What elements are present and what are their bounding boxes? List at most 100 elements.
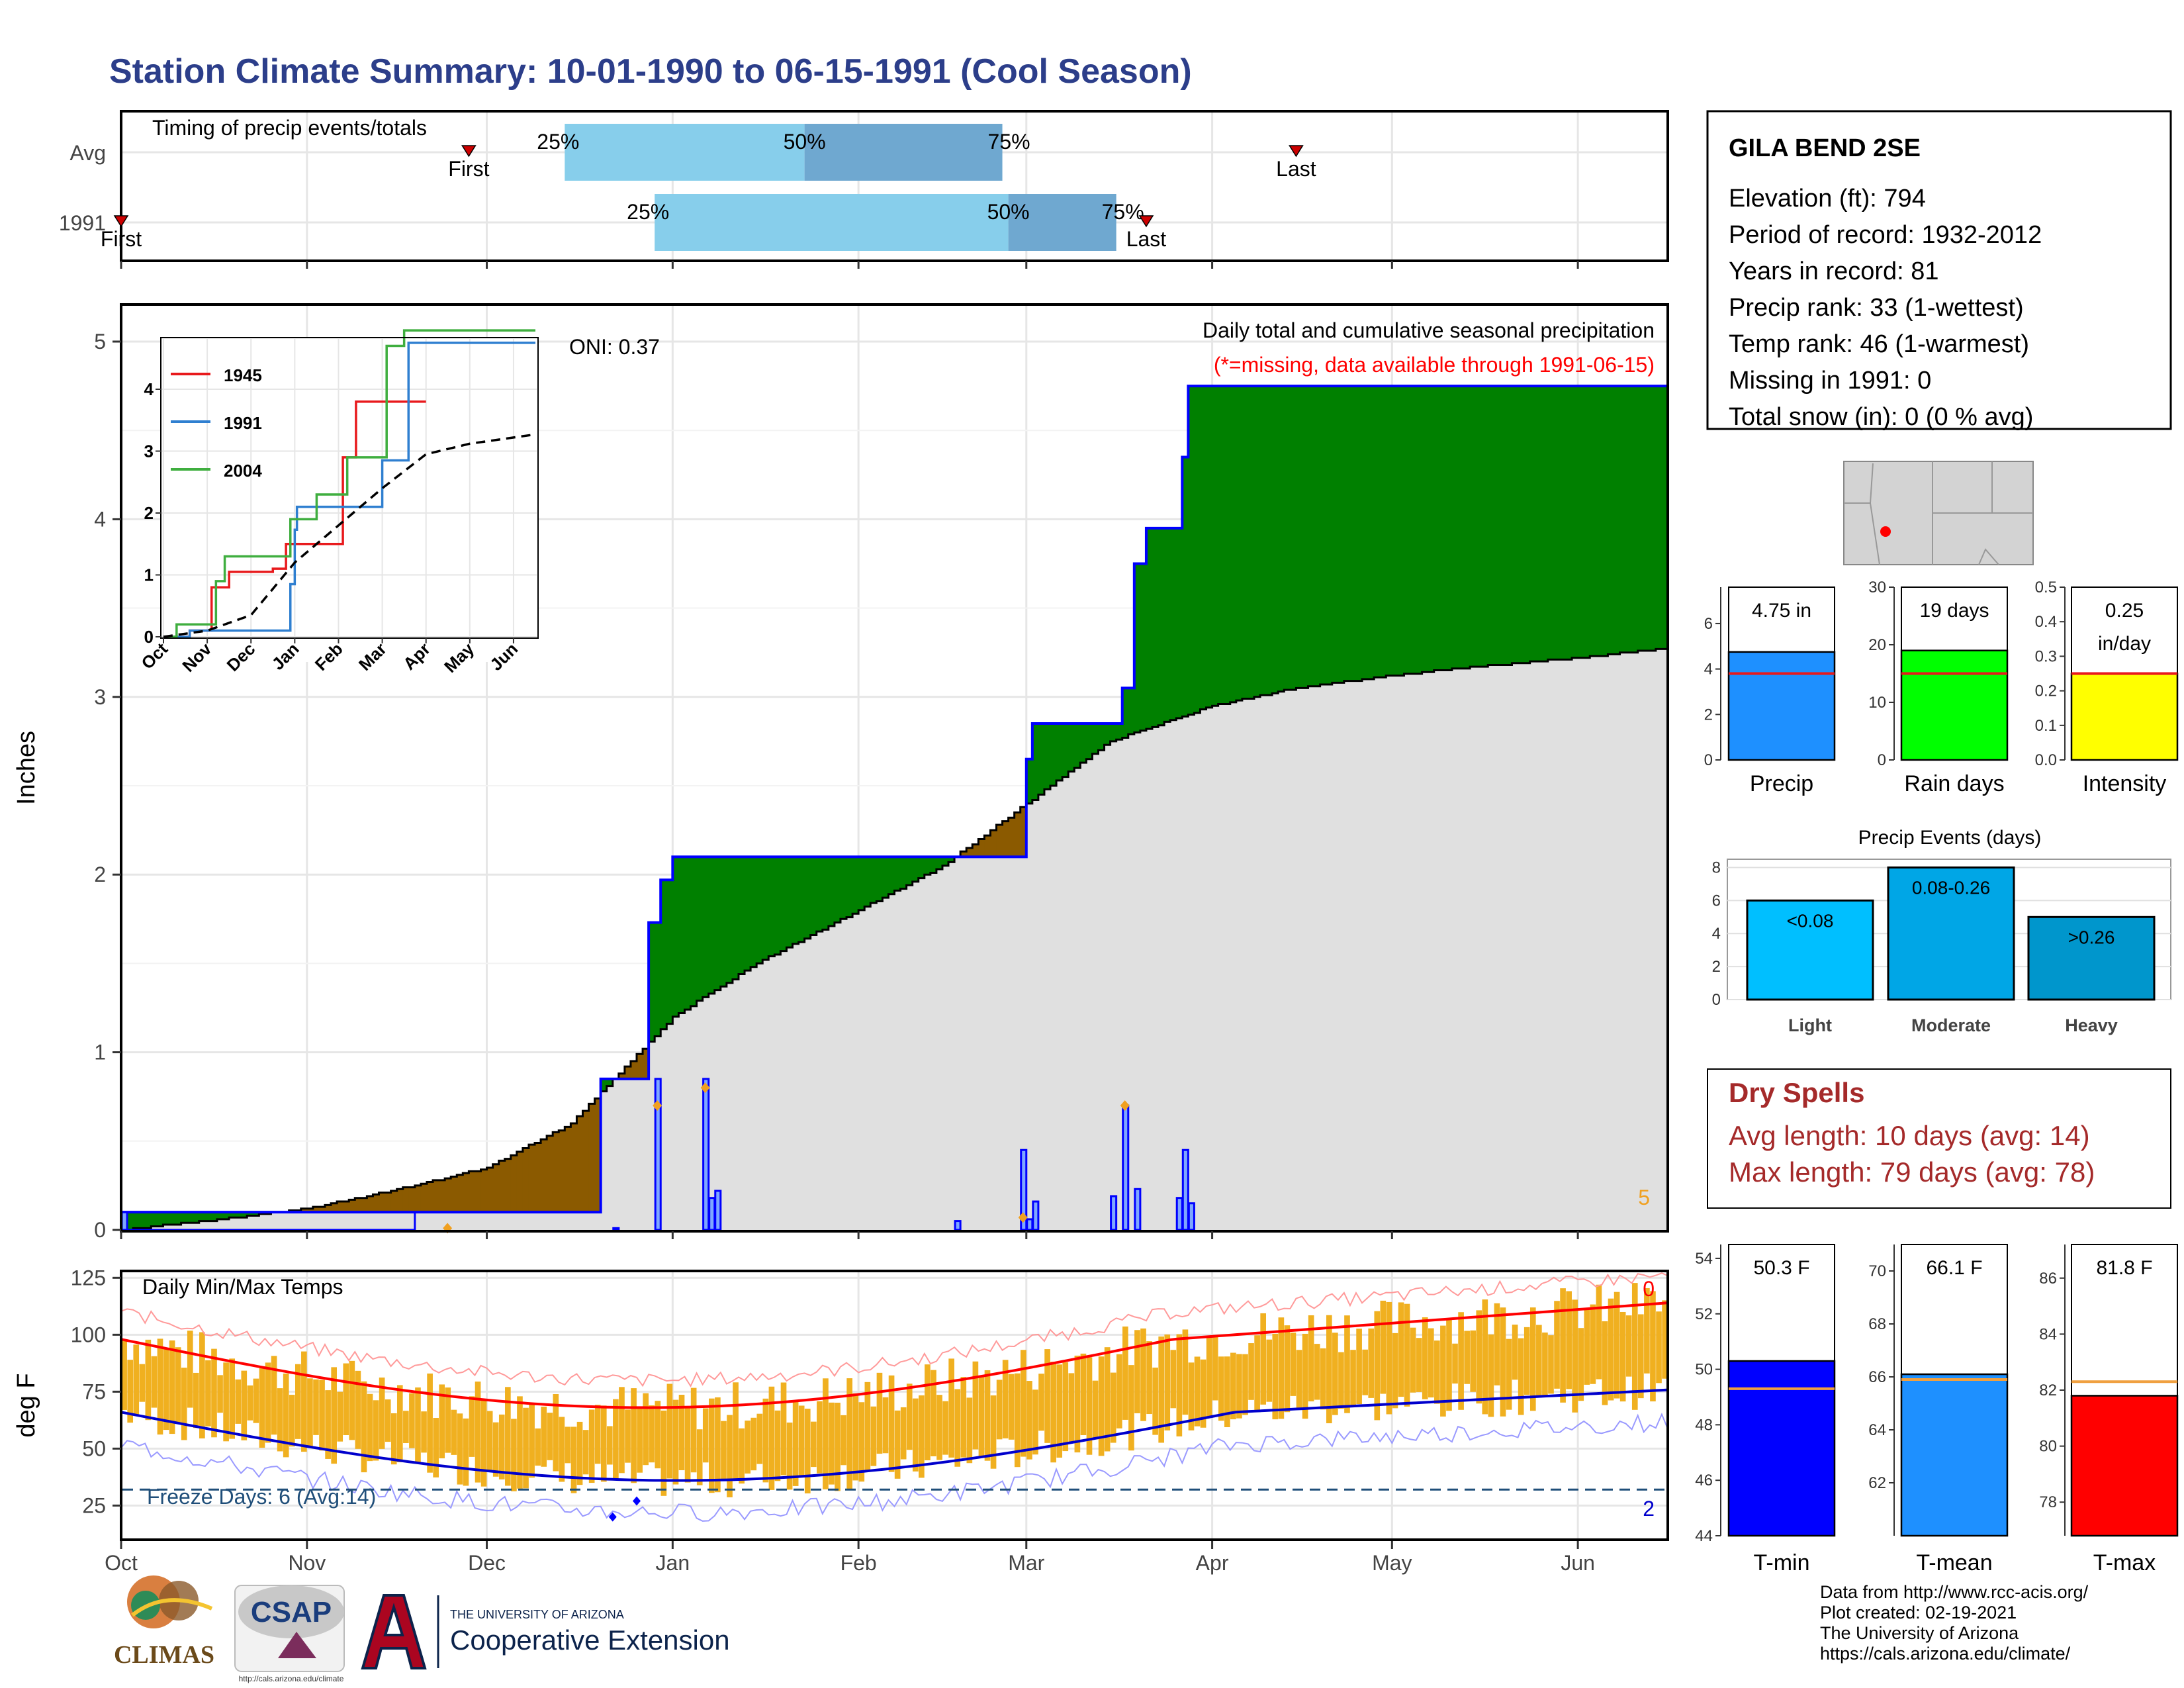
- inset-y-label: 4: [144, 379, 154, 399]
- events-tick-label: 6: [1712, 892, 1721, 910]
- below-average-fill: [463, 1173, 469, 1213]
- temp-range-bar: [367, 1393, 373, 1462]
- temp-range-bar: [1464, 1331, 1470, 1384]
- panel-tick-label: 30: [1868, 579, 1886, 596]
- temp-range-bar: [139, 1364, 146, 1402]
- daily-precip-bar: [1026, 1218, 1034, 1231]
- temp-range-bar: [205, 1360, 211, 1427]
- temp-range-bar: [870, 1406, 877, 1466]
- temp-range-bar: [199, 1332, 205, 1438]
- above-average-fill: [1152, 528, 1159, 727]
- panel-tick-label: 82: [2039, 1382, 2057, 1399]
- above-average-fill: [1631, 386, 1639, 653]
- event-marker: [1120, 1100, 1130, 1111]
- bar-panel-t-min: 44 46 48 50 52 54 50.3 F T-min: [1695, 1244, 1836, 1575]
- above-average-fill: [1368, 386, 1375, 679]
- temp-range-bar: [1625, 1315, 1632, 1377]
- temp-range-bar: [637, 1407, 643, 1473]
- temp-range-bar: [1302, 1333, 1308, 1419]
- temp-range-bar: [133, 1344, 140, 1415]
- temp-range-bar: [433, 1418, 439, 1477]
- dry-spells-max: Max length: 79 days (avg: 78): [1729, 1156, 2095, 1188]
- temp-range-bar: [792, 1401, 799, 1486]
- temp-range-bar: [1476, 1310, 1482, 1404]
- temp-range-bar: [409, 1393, 415, 1448]
- inset-y-label: 0: [144, 627, 154, 647]
- above-average-fill: [1433, 386, 1441, 671]
- above-average-fill: [786, 857, 794, 948]
- above-average-fill: [1541, 386, 1549, 662]
- above-average-fill: [193, 1212, 200, 1223]
- above-average-fill: [1032, 724, 1039, 800]
- above-average-fill: [1026, 759, 1033, 804]
- panel-tick-label: 54: [1695, 1250, 1713, 1268]
- panel-label: Precip: [1750, 771, 1813, 796]
- temp-range-bar: [1068, 1373, 1075, 1442]
- temp-range-bar: [972, 1361, 979, 1450]
- temp-chart: 25 50 75 100 125 Oct Nov Dec Jan Feb Mar Apr May Jun…: [13, 1266, 1669, 1575]
- temp-range-bar: [864, 1382, 871, 1472]
- above-average-fill: [1044, 724, 1051, 790]
- station-snow: Total snow (in): 0 (0 % avg): [1729, 403, 2033, 431]
- temp-range-bar: [708, 1398, 715, 1493]
- temp-range-bar: [1458, 1312, 1464, 1410]
- temp-range-bar: [1374, 1311, 1381, 1421]
- station-elevation: Elevation (ft): 794: [1729, 185, 1926, 212]
- temp-range-bar: [786, 1423, 793, 1490]
- temp-range-bar: [145, 1339, 152, 1421]
- below-average-fill: [492, 1164, 500, 1213]
- temp-range-bar: [1518, 1338, 1524, 1415]
- precip-y-label: Inches: [13, 731, 40, 805]
- y-tick-label: 0: [94, 1218, 106, 1242]
- dry-spells-title: Dry Spells: [1729, 1077, 1864, 1108]
- below-average-fill: [1002, 821, 1009, 857]
- first-marker-label: First: [101, 227, 142, 251]
- temp-range-bar: [1548, 1335, 1554, 1394]
- above-average-fill: [762, 857, 769, 961]
- panel-tick-label: 62: [1868, 1474, 1886, 1492]
- panel-tick-label: 70: [1868, 1262, 1886, 1280]
- above-average-fill: [187, 1212, 194, 1223]
- first-marker: [113, 215, 129, 228]
- temp-range-bar: [1422, 1317, 1428, 1399]
- above-average-fill: [606, 1078, 614, 1086]
- temp-range-bar: [625, 1409, 631, 1463]
- above-average-fill: [1494, 386, 1500, 665]
- temp-y-label: deg F: [13, 1373, 40, 1437]
- temp-range-bar: [1338, 1352, 1344, 1409]
- temp-range-bar: [289, 1395, 295, 1447]
- above-average-fill: [1457, 386, 1465, 669]
- above-average-fill: [1643, 386, 1651, 651]
- below-average-fill: [504, 1158, 512, 1213]
- above-average-fill: [1080, 724, 1087, 763]
- temp-range-bar: [1440, 1325, 1446, 1417]
- footer: Data from http://www.rcc-acis.org/ Plot …: [1820, 1582, 2088, 1664]
- temp-range-bar: [223, 1362, 229, 1442]
- temp-range-bar: [1392, 1333, 1398, 1409]
- precip-corner-count: 5: [1638, 1186, 1650, 1209]
- temp-range-bar: [1140, 1328, 1146, 1421]
- temp-range-bar: [1662, 1300, 1668, 1379]
- temp-range-bar: [1242, 1354, 1248, 1415]
- panel-tick-label: 10: [1868, 694, 1886, 712]
- event-marker: [653, 1100, 662, 1111]
- temp-range-bar: [1026, 1381, 1032, 1460]
- panel-label: T-mean: [1916, 1550, 1992, 1575]
- below-average-fill: [457, 1174, 463, 1213]
- temp-range-bar: [1470, 1330, 1477, 1392]
- above-average-fill: [690, 857, 698, 1006]
- temp-range-bar: [607, 1426, 613, 1465]
- temp-range-bar: [690, 1387, 697, 1473]
- above-average-fill: [1470, 386, 1477, 667]
- legend-2004: 2004: [224, 461, 262, 481]
- temp-range-bar: [235, 1379, 242, 1424]
- above-average-fill: [1182, 457, 1189, 717]
- station-precip-rank: Precip rank: 33 (1-wettest): [1729, 294, 2024, 322]
- daily-precip-bar: [1134, 1188, 1142, 1231]
- above-average-fill: [684, 857, 692, 1010]
- temp-range-bar: [523, 1407, 529, 1489]
- temp-range-bar: [1014, 1373, 1021, 1468]
- temp-range-bar: [1044, 1349, 1050, 1443]
- temp-range-bar: [912, 1398, 919, 1472]
- above-average-fill: [1158, 528, 1165, 726]
